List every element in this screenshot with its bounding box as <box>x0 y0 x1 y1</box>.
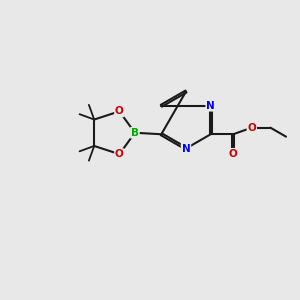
Text: B: B <box>131 128 139 138</box>
Text: O: O <box>115 106 124 116</box>
Text: N: N <box>182 143 190 154</box>
Text: O: O <box>248 123 256 133</box>
Text: O: O <box>115 149 124 159</box>
Text: O: O <box>229 149 238 159</box>
Text: N: N <box>206 101 215 111</box>
